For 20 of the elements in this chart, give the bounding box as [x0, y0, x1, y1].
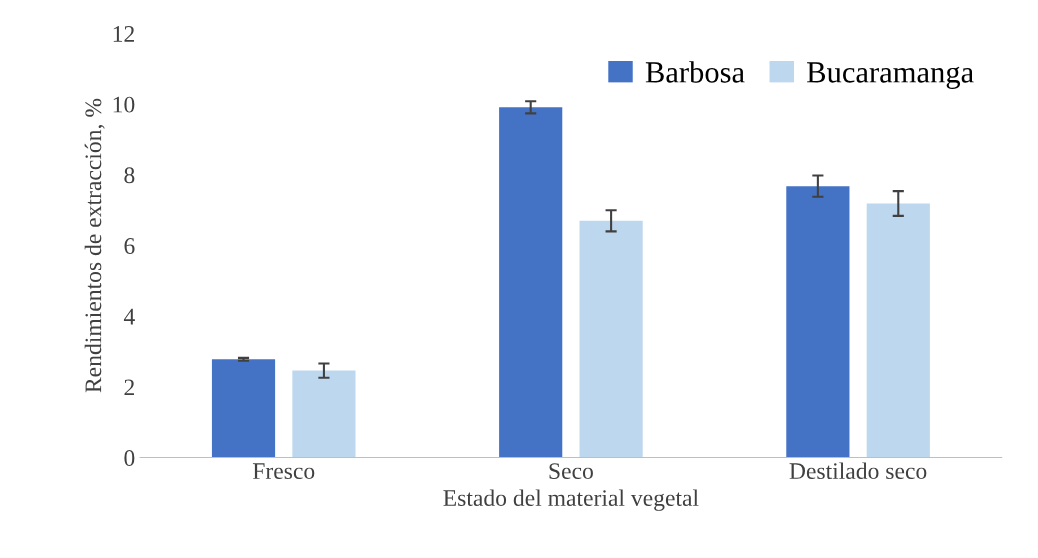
y-tick-label: 2	[124, 379, 134, 396]
x-axis-title: Estado del material vegetal	[443, 489, 699, 511]
x-tick-label: Seco	[549, 463, 593, 480]
bar	[211, 359, 276, 458]
y-tick-label: 4	[123, 308, 135, 325]
bar	[579, 220, 643, 458]
bar	[866, 203, 930, 458]
y-tick-label: 12	[113, 26, 134, 42]
legend-label: Barbosa	[645, 61, 745, 83]
y-tick-label: 10	[113, 96, 135, 113]
bar	[499, 107, 563, 458]
x-tick-label: Destilado seco	[789, 462, 927, 480]
y-tick-label: 8	[124, 167, 135, 184]
y-axis-title: Rendimientos de extracción, %	[84, 98, 105, 393]
y-tick-label: 6	[124, 238, 135, 254]
legend-label: Bucaramanga	[807, 62, 974, 89]
y-tick-label: 0	[124, 450, 135, 466]
bar	[292, 370, 356, 458]
bar	[786, 186, 850, 458]
x-tick-label: Fresco	[252, 463, 315, 480]
